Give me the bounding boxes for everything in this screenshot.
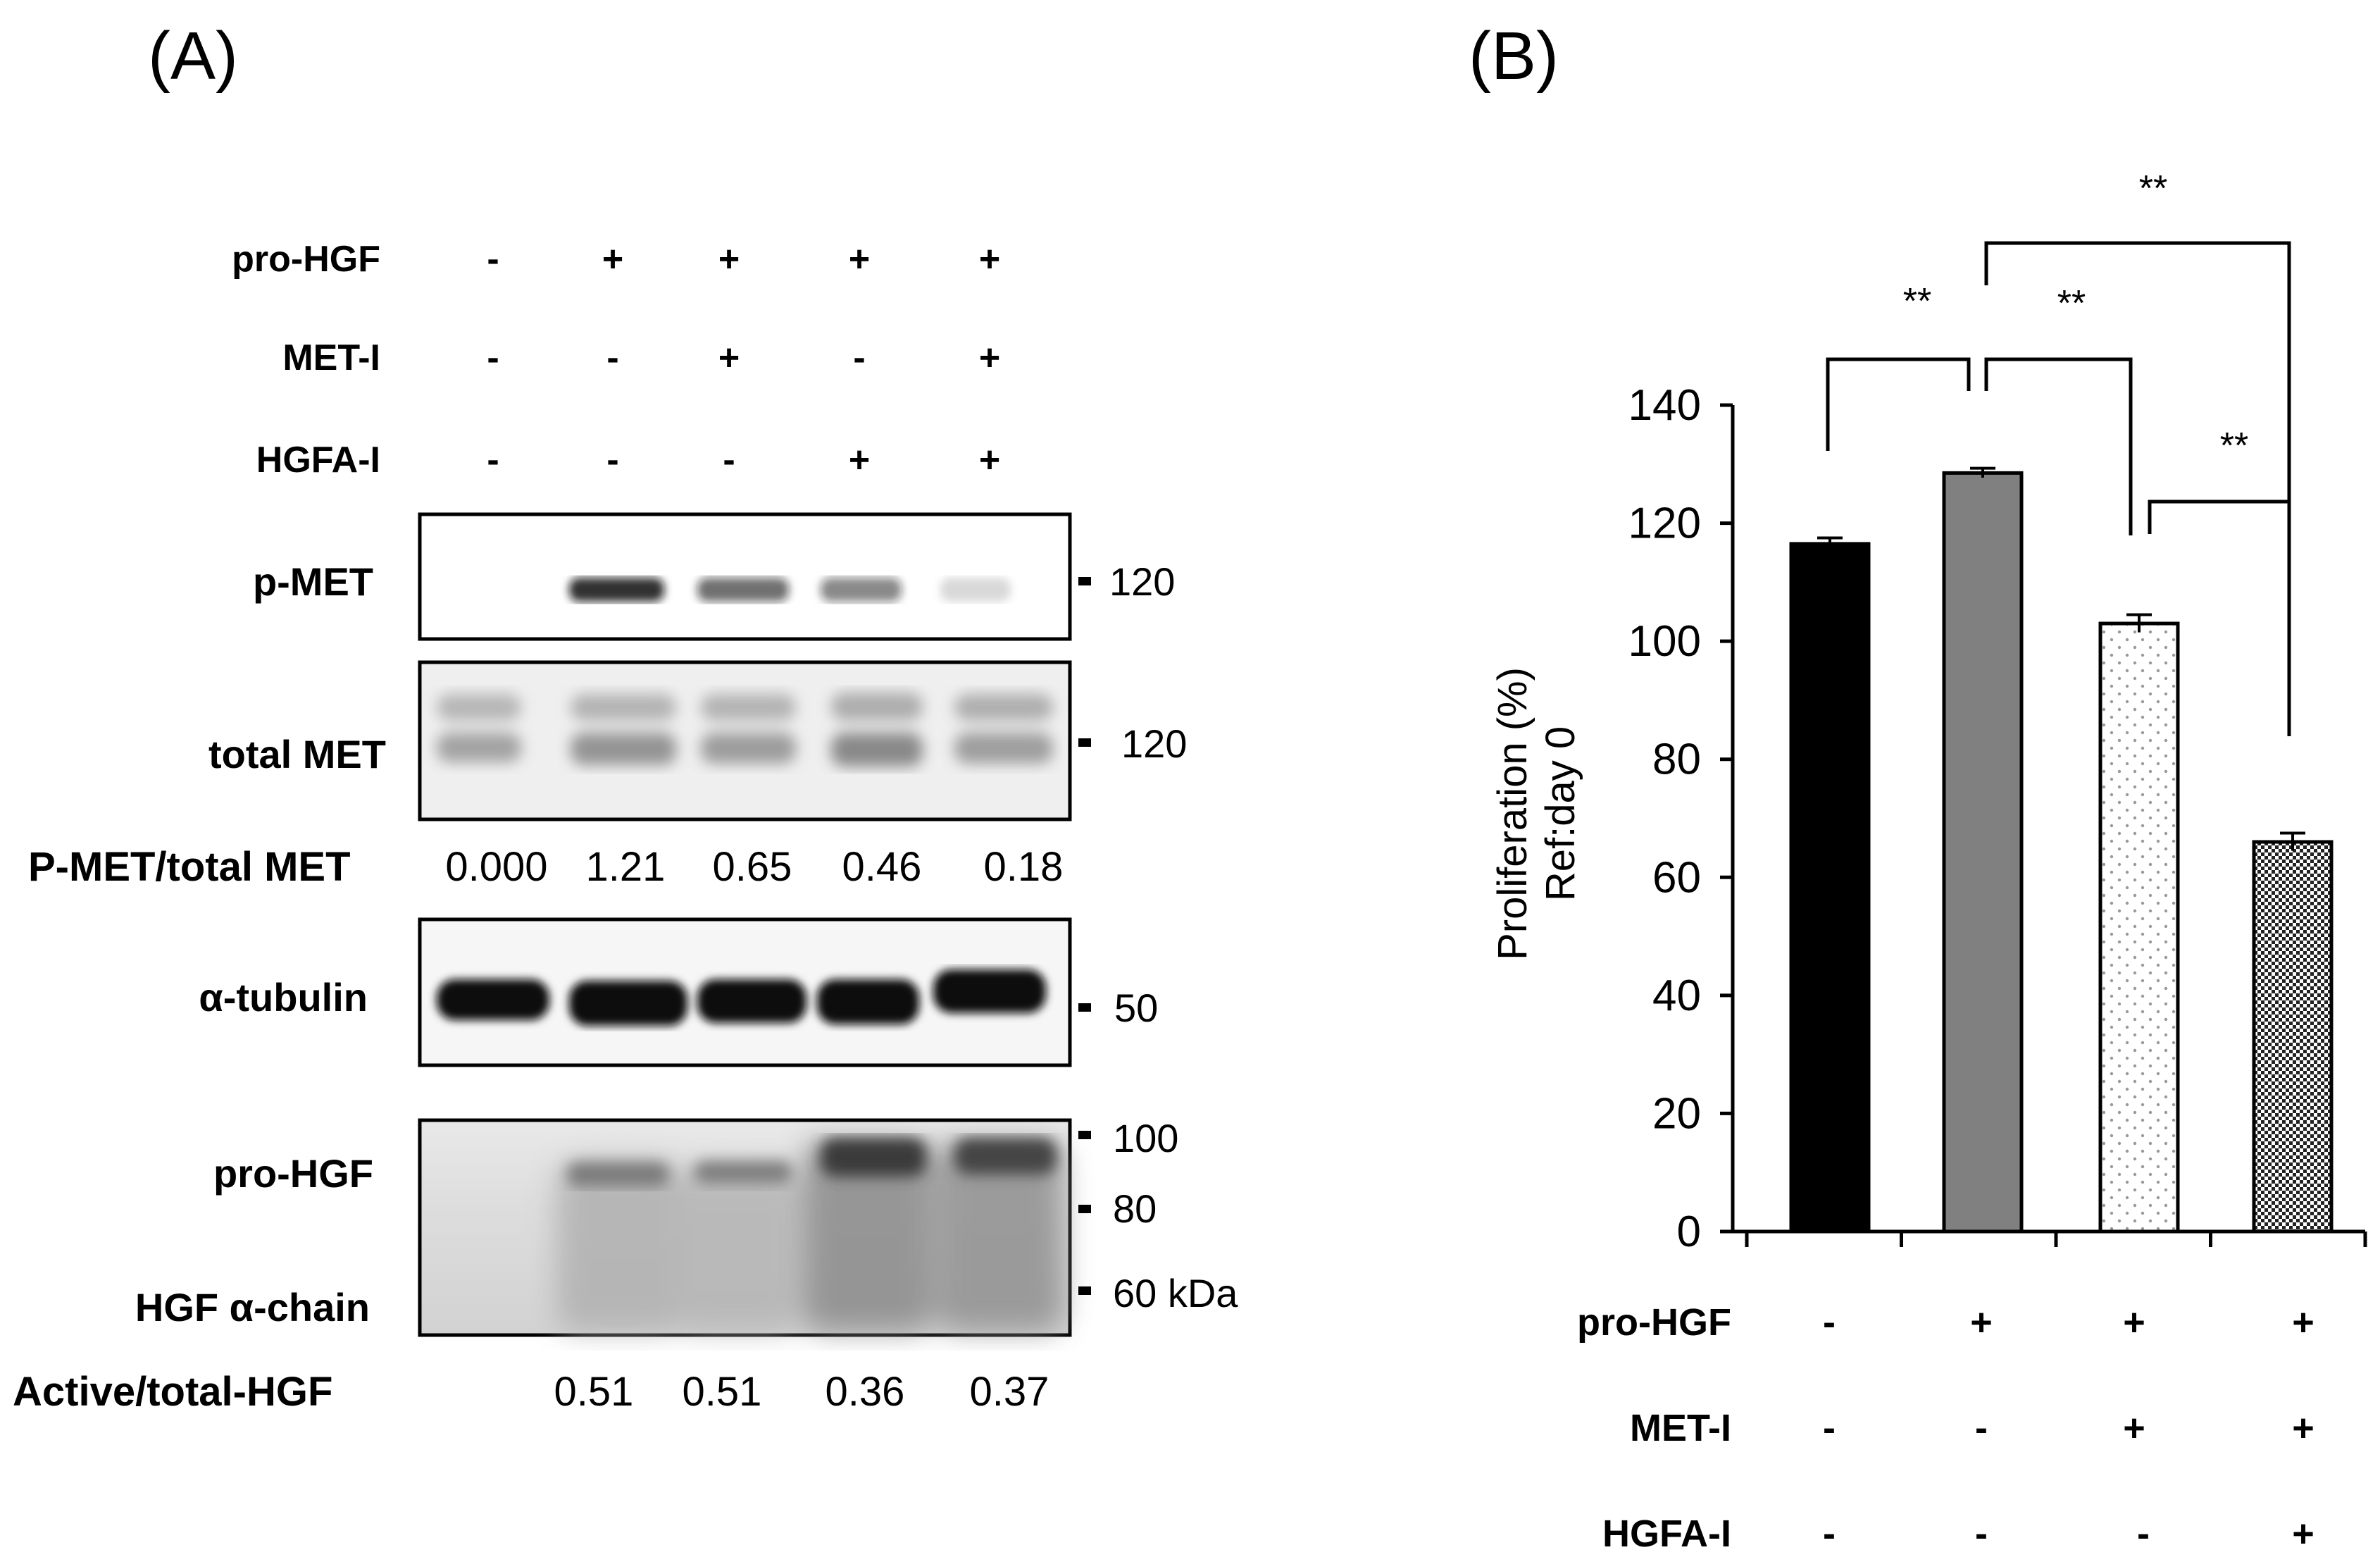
total-met-label: total MET: [208, 732, 386, 776]
cond-sign: +: [979, 239, 1000, 280]
hgf-blot: pro-HGF HGF α-chain 100 80 60 kDa: [135, 1116, 1238, 1337]
pmet-band: [569, 578, 664, 602]
b-cond-sign: -: [1975, 1407, 1988, 1449]
pmet-label: p-MET: [253, 559, 373, 604]
ratio-hgf-value: 0.37: [970, 1369, 1049, 1415]
b-cond-sign: -: [1823, 1513, 1836, 1555]
ratio-met-value: 0.18: [984, 844, 1064, 890]
y-tick-label: 140: [1628, 381, 1701, 430]
bracket-1-2: [1826, 357, 1971, 451]
cond-label-hgfa-i: HGFA-I: [256, 440, 380, 480]
b-cond-label-met-i: MET-I: [1630, 1407, 1731, 1449]
tubulin-blot: α-tubulin 50: [199, 917, 1158, 1067]
bar-chart: 0 20 40 60 80 100 120 140: [1628, 381, 2367, 1256]
significance-stars: ** ** ** **: [1903, 168, 2248, 466]
tubulin-label: α-tubulin: [199, 975, 368, 1019]
ratio-met-value: 0.65: [713, 844, 792, 890]
pmet-marker: 120: [1109, 559, 1175, 604]
ratio-hgf-row: Active/total-HGF 0.51 0.51 0.36 0.37: [13, 1369, 1049, 1415]
y-axis-label-line2: Ref:day 0: [1538, 726, 1583, 901]
pmet-band: [940, 578, 1011, 602]
cond-sign: -: [606, 440, 618, 480]
bar: [1942, 471, 2024, 1234]
cond-sign: +: [979, 337, 1000, 378]
significance-brackets: [1826, 241, 2291, 736]
y-axis-label-line1: Proliferation (%): [1490, 667, 1535, 960]
panel-b-label: (B): [1469, 18, 1559, 94]
ratio-met-label: P-MET/total MET: [28, 844, 351, 890]
ratio-met-value: 1.21: [586, 844, 666, 890]
cond-sign: +: [718, 337, 740, 378]
ratio-met-value: 0.000: [445, 844, 547, 890]
cond-label-pro-hgf: pro-HGF: [232, 239, 380, 280]
tubulin-marker: 50: [1114, 986, 1158, 1030]
b-cond-sign: +: [1970, 1301, 1993, 1344]
pmet-blot: p-MET 120: [253, 512, 1175, 641]
cond-sign: +: [849, 239, 870, 280]
ratio-hgf-value: 0.51: [683, 1369, 762, 1415]
ratio-met-row: P-MET/total MET 0.000 1.21 0.65 0.46 0.1…: [28, 844, 1063, 890]
cond-sign: -: [487, 239, 499, 280]
b-cond-sign: +: [2123, 1407, 2145, 1449]
b-cond-sign: +: [2292, 1513, 2314, 1555]
y-tick-label: 80: [1652, 736, 1701, 784]
cond-sign: +: [718, 239, 740, 280]
cond-sign: -: [723, 440, 735, 480]
panel-b-conditions: pro-HGF MET-I HGFA-I - + + + - - + + - -…: [1577, 1301, 2314, 1555]
b-cond-sign: -: [2137, 1513, 2150, 1555]
y-axis-label: Proliferation (%) Ref:day 0: [1490, 667, 1583, 960]
hgf-marker-100: 100: [1113, 1116, 1178, 1160]
cond-sign: +: [602, 239, 623, 280]
ratio-met-value: 0.46: [842, 844, 922, 890]
y-tick-label: 120: [1628, 500, 1701, 548]
y-tick-label: 20: [1652, 1089, 1701, 1138]
panel-a-conditions: pro-HGF MET-I HGFA-I - + + + + - - + - +…: [232, 239, 1000, 480]
y-tick-label: 60: [1652, 853, 1701, 902]
b-cond-sign: +: [2292, 1301, 2314, 1344]
b-cond-sign: +: [2292, 1407, 2314, 1449]
cond-label-met-i: MET-I: [282, 337, 380, 378]
b-cond-sign: -: [1823, 1301, 1836, 1344]
hgf-label-alpha: HGF α-chain: [135, 1285, 370, 1329]
sig-star-2-3: **: [2057, 283, 2086, 324]
cond-sign: +: [979, 440, 1000, 480]
cond-sign: -: [853, 337, 865, 378]
ratio-hgf-label: Active/total-HGF: [13, 1369, 332, 1415]
y-tick-label: 40: [1652, 972, 1701, 1020]
bracket-2-4: [1984, 241, 2291, 502]
b-cond-sign: +: [2123, 1301, 2145, 1344]
sig-star-3-4: **: [2220, 426, 2248, 466]
pmet-frame: [418, 512, 1072, 641]
b-cond-sign: -: [1823, 1407, 1836, 1449]
bracket-2-3: [1984, 357, 2133, 535]
total-met-marker: 120: [1121, 721, 1187, 766]
y-tick-label: 0: [1677, 1208, 1701, 1256]
bar: [1789, 542, 1871, 1234]
b-cond-sign: -: [1975, 1513, 1988, 1555]
hgf-marker-80: 80: [1113, 1186, 1157, 1231]
pmet-band: [821, 578, 902, 602]
ratio-hgf-value: 0.36: [825, 1369, 905, 1415]
bar: [2098, 621, 2180, 1234]
sig-star-2-4: **: [2139, 168, 2167, 209]
y-tick-label: 100: [1628, 617, 1701, 666]
b-cond-label-hgfa-i: HGFA-I: [1602, 1513, 1731, 1555]
hgf-marker-60: 60 kDa: [1113, 1271, 1238, 1315]
pmet-band: [697, 578, 789, 602]
hgf-label-pro: pro-HGF: [213, 1151, 373, 1196]
cond-sign: -: [606, 337, 618, 378]
cond-sign: +: [849, 440, 870, 480]
b-cond-label-pro-hgf: pro-HGF: [1577, 1301, 1731, 1344]
cond-sign: -: [487, 337, 499, 378]
ratio-hgf-value: 0.51: [554, 1369, 634, 1415]
panel-a-label: (A): [148, 18, 238, 94]
cond-sign: -: [487, 440, 499, 480]
total-met-blot: total MET 120: [208, 660, 1187, 821]
bar: [2252, 840, 2334, 1234]
bracket-3-4: [2148, 500, 2291, 736]
sig-star-1-2: **: [1903, 281, 1931, 322]
